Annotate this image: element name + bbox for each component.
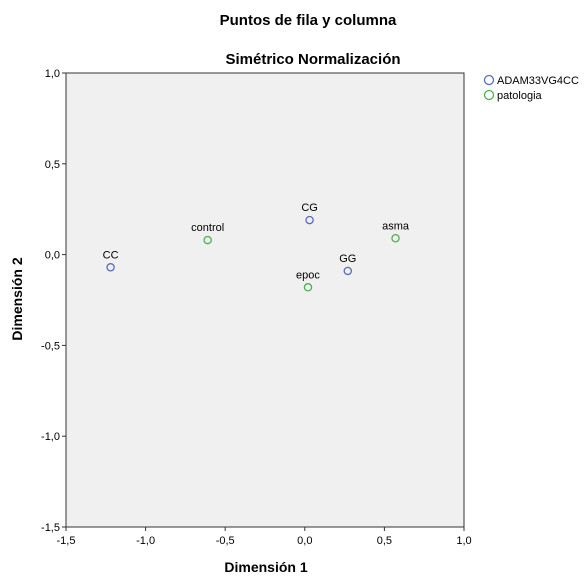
chart-subtitle: Simétrico Normalización: [225, 51, 400, 68]
data-point: [391, 234, 400, 243]
x-axis: -1,5 -1,0 -0,5 0,0 0,5 1,0: [57, 527, 472, 547]
x-axis-title: Dimensión 1: [224, 559, 307, 575]
legend: ADAM33VG4CC patologia: [483, 74, 579, 102]
chart-title: Puntos de fila y columna: [220, 12, 397, 29]
data-point: [343, 266, 353, 276]
y-tick-label: -0,5: [41, 340, 60, 352]
point-label: CG: [301, 202, 318, 214]
point-label: control: [191, 222, 224, 234]
legend-label: ADAM33VG4CC: [497, 75, 579, 87]
x-tick-label: -0,5: [216, 535, 235, 547]
legend-label: patologia: [497, 90, 543, 102]
data-point: [106, 263, 115, 272]
point-label: CC: [103, 249, 119, 261]
y-tick-label: 0,5: [45, 159, 60, 171]
point-label: GG: [339, 253, 356, 265]
y-tick-label: -1,0: [41, 431, 60, 443]
x-tick-label: 0,0: [297, 535, 312, 547]
y-axis: 1,0 0,5 0,0 -0,5 -1,0 -1,5: [41, 68, 66, 534]
legend-marker: [483, 74, 495, 86]
data-point: [303, 283, 313, 292]
x-tick-label: -1,0: [136, 535, 155, 547]
x-tick-label: -1,5: [57, 535, 76, 547]
plot-area: [65, 72, 465, 528]
y-tick-label: 0,0: [45, 250, 60, 262]
data-point: [203, 235, 212, 245]
y-axis-title: Dimensión 2: [9, 257, 25, 340]
y-tick-label: 1,0: [45, 68, 60, 80]
point-label: epoc: [296, 269, 320, 281]
x-tick-label: 1,0: [456, 535, 471, 547]
data-points: CC CG GG control asma epoc: [103, 202, 410, 292]
data-point: [305, 215, 314, 225]
legend-marker: [483, 89, 495, 101]
x-tick-label: 0,5: [377, 535, 392, 547]
point-label: asma: [382, 220, 410, 232]
y-tick-label: -1,5: [41, 522, 60, 534]
